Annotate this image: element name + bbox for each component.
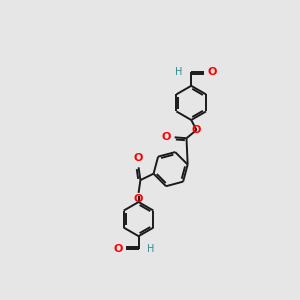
Text: O: O: [207, 67, 217, 77]
Text: H: H: [175, 67, 182, 77]
Text: O: O: [192, 125, 201, 135]
Text: O: O: [113, 244, 123, 254]
Text: O: O: [162, 132, 171, 142]
Text: O: O: [134, 194, 143, 204]
Text: O: O: [134, 153, 143, 163]
Text: H: H: [147, 244, 155, 254]
